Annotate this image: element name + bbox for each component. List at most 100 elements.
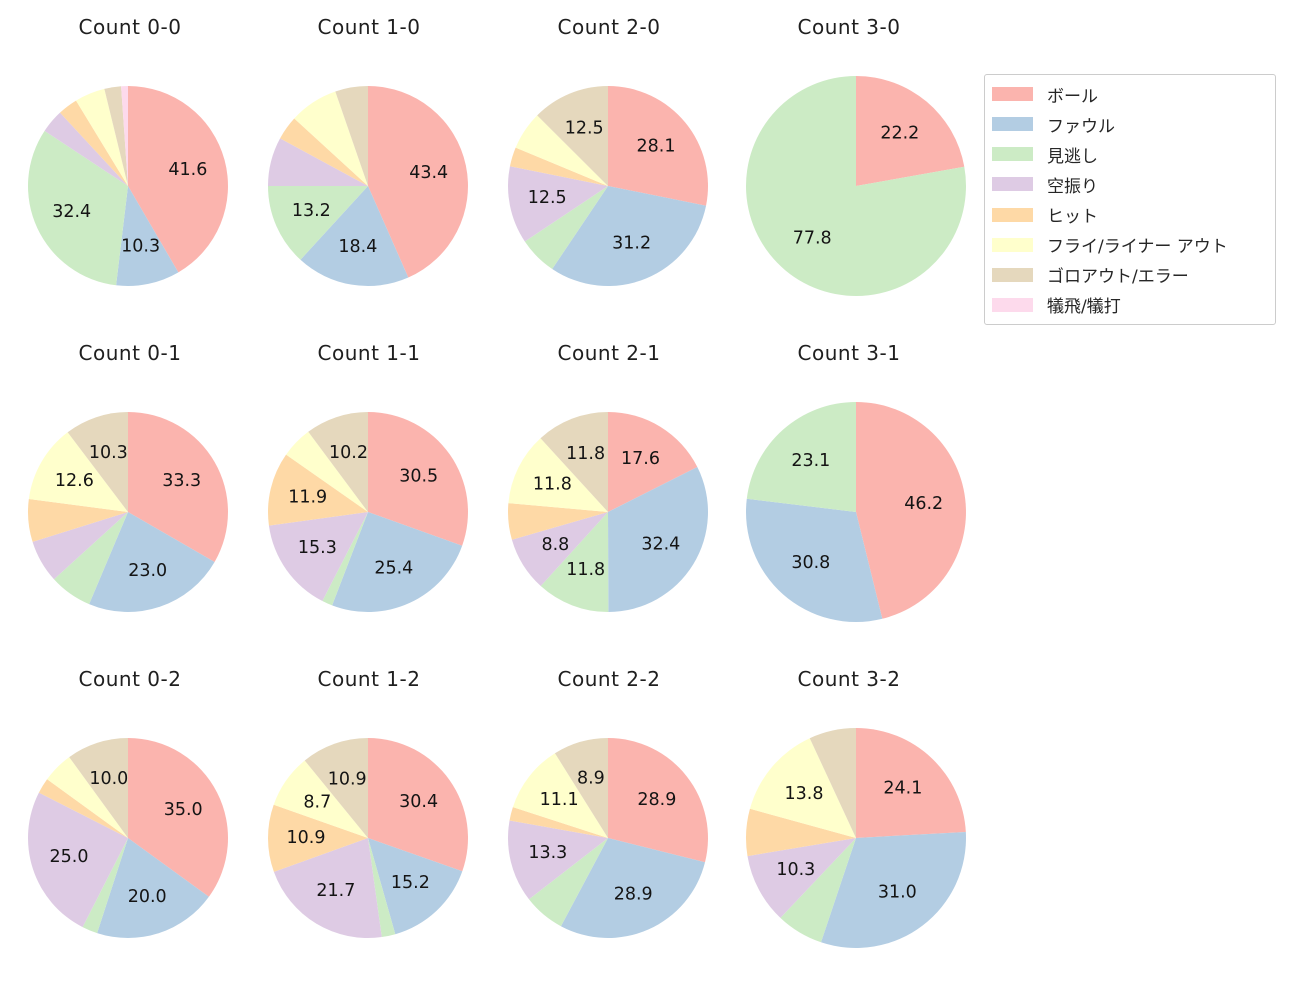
chart-title-count-0-1: Count 0-1 [78,341,182,365]
legend-label: 犠飛/犠打 [1047,297,1121,318]
legend-swatch-sacrifice [992,297,1033,312]
pie-value-label: 12.5 [565,119,604,139]
pie-value-label: 12.5 [528,188,567,208]
legend-item-foul: ファウル [985,112,1275,137]
chart-title-count-1-0: Count 1-0 [317,15,421,39]
legend-label: 見逃し [1047,146,1098,167]
pie-slice-ball [856,76,965,186]
pie-slice-swinging-strike [44,112,129,186]
pie-slice-swinging-strike [511,512,608,587]
pie-count-0-2: 35.0 20.0 25.0 10.0 [28,738,228,939]
pie-value-label: 11.8 [566,444,605,464]
pie-slice-called-strike [268,186,368,260]
pie-value-label: 8.9 [577,768,605,788]
pie-value-label: 15.2 [391,873,430,893]
legend-swatch-hit [992,207,1033,222]
pie-slice-hit [38,779,128,838]
pie-slice-ball [368,738,469,872]
pie-slice-called-strike [82,838,128,934]
pie-slice-called-strike [322,512,368,606]
pie-slice-hit [509,147,608,186]
pie-slice-ball [856,728,966,838]
pie-slice-called-strike [53,512,129,605]
pie-slice-sacrifice [121,86,128,186]
pie-slice-hit [746,808,856,857]
legend-label: ゴロアウト/エラー [1047,267,1189,288]
legend-item-groundout-error: ゴロアウト/エラー [985,262,1275,287]
pie-value-label: 10.0 [89,769,128,789]
chart-title-count-2-1: Count 2-1 [557,341,661,365]
pie-count-2-1: 17.6 32.4 11.8 8.8 11.8 11.8 [508,412,708,613]
pie-slice-foul [89,512,215,612]
pie-slice-groundout-error [540,412,608,512]
pie-value-label: 20.0 [128,887,167,907]
pie-value-label: 11.8 [566,560,605,580]
pie-slice-foul [332,512,463,612]
pie-slice-foul [552,186,707,286]
pie-value-label: 31.0 [878,882,917,902]
legend-item-fly-liner-out: フライ/ライナー アウト [985,232,1275,257]
pie-value-label: 10.3 [89,443,128,463]
pie-slice-groundout-error [67,412,128,512]
pie-slice-called-strike [780,838,856,943]
chart-title-count-1-1: Count 1-1 [317,341,421,365]
pie-value-label: 10.9 [287,828,326,848]
legend-item-called-strike: 見逃し [985,142,1275,167]
pie-slice-swinging-strike [28,792,128,928]
pie-slice-foul [368,838,463,935]
pie-value-label: 13.3 [528,843,567,863]
pie-count-3-0: 22.2 77.8 [745,76,966,296]
pie-slice-called-strike [746,402,856,512]
chart-title-count-2-2: Count 2-2 [557,667,661,691]
pie-slice-ball [128,738,228,897]
chart-title-count-0-0: Count 0-0 [78,15,182,39]
pie-slice-groundout-error [304,738,368,838]
pie-slice-hit [267,804,368,872]
legend-label: フライ/ライナー アウト [1047,237,1228,258]
legend-swatch-called-strike [992,147,1033,162]
pie-slice-called-strike [368,838,396,938]
pie-slice-called-strike [528,838,608,927]
pie-value-label: 77.8 [793,228,832,248]
pie-slice-ball [608,86,708,206]
pie-slice-ball [128,412,228,562]
pie-count-0-1: 33.3 23.0 12.6 10.3 [28,412,228,612]
pie-value-label: 11.1 [540,790,579,810]
pie-count-2-2: 28.9 28.9 13.3 11.18.9 [507,738,708,938]
pie-value-label: 28.9 [637,790,676,810]
pie-value-label: 23.0 [128,561,167,581]
pie-slice-foul [97,838,209,939]
pie-slice-ball [368,86,468,278]
pie-value-label: 30.4 [399,792,438,812]
pie-slice-hit [508,503,608,540]
pie-value-label: 13.2 [292,201,331,221]
chart-title-count-2-0: Count 2-0 [557,15,661,39]
pie-slice-groundout-error [809,728,856,838]
pie-slice-fly-liner-out [512,753,608,838]
legend: ボール ファウル 見逃し 空振り ヒット フライ/ライナー アウト ゴロアウト/エラー 犠飛/… [984,74,1276,325]
pie-value-label: 46.2 [904,494,943,514]
pie-slice-swinging-strike [747,838,856,918]
pie-value-label: 25.4 [374,558,413,578]
legend-swatch-swinging-strike [992,177,1033,192]
pie-value-label: 10.9 [328,770,367,790]
pie-value-label: 13.8 [785,784,824,804]
legend-label: ヒット [1047,207,1098,228]
pie-value-label: 22.2 [880,124,919,144]
pie-count-0-0: 41.6 10.3 32.4 [27,86,228,287]
pie-value-label: 23.1 [791,451,830,471]
pie-count-1-1: 30.5 25.4 15.3 11.9 10.2 [267,412,468,612]
pie-value-label: 30.8 [791,553,830,573]
pie-slice-fly-liner-out [286,431,368,512]
pie-value-label: 30.5 [399,466,438,486]
pie-count-3-1: 46.2 30.8 23.1 [745,402,966,622]
pie-value-label: 15.3 [298,538,337,558]
pie-value-label: 33.3 [162,471,201,491]
pie-slice-fly-liner-out [28,432,129,512]
pie-slice-fly-liner-out [508,438,608,512]
pie-slice-fly-liner-out [515,115,608,186]
pie-slice-foul [745,498,883,622]
pie-value-label: 28.1 [637,137,676,157]
legend-swatch-foul [992,117,1033,132]
pie-value-label: 18.4 [338,237,377,257]
